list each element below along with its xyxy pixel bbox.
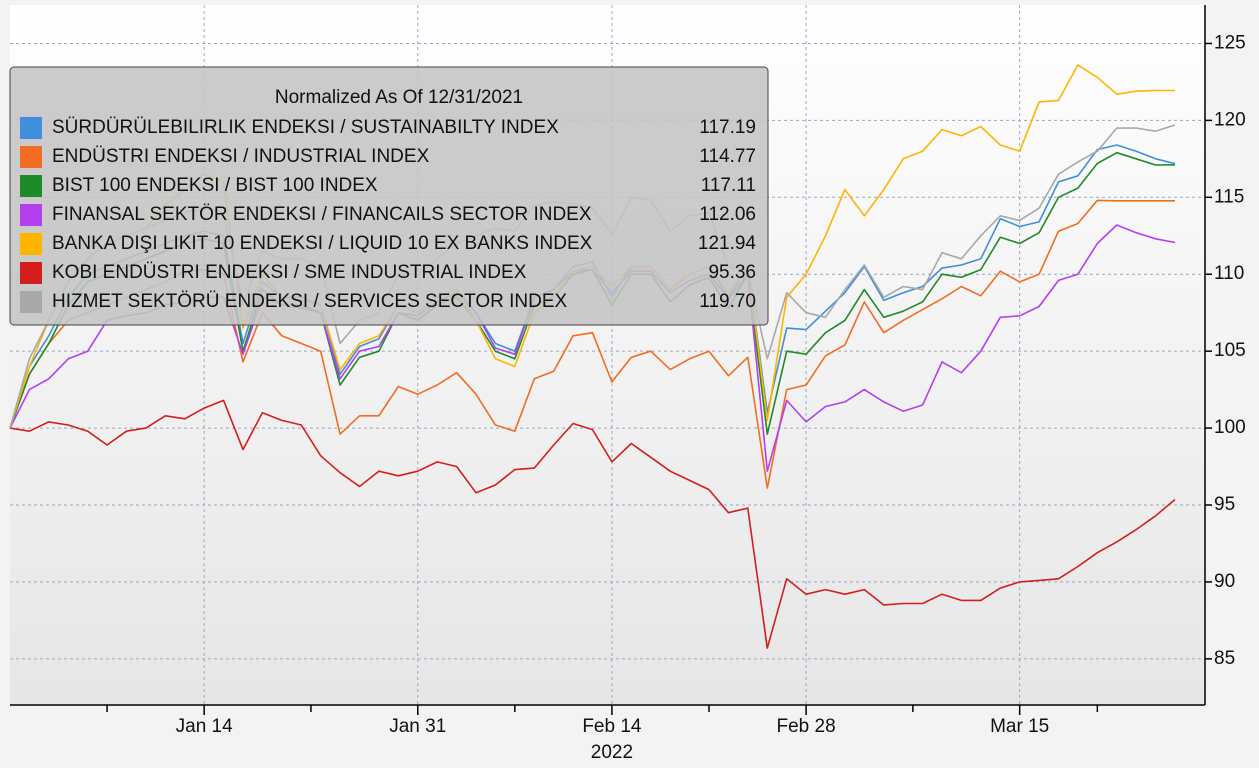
- y-tick-label: 120: [1214, 109, 1246, 130]
- series-line: [9, 399, 1176, 649]
- legend-swatch: [20, 233, 42, 255]
- legend-label: ENDÜSTRI ENDEKSI / INDUSTRIAL INDEX: [52, 146, 430, 167]
- legend-label: FINANSAL SEKTÖR ENDEKSI / FINANCAILS SEC…: [52, 204, 592, 225]
- x-tick-label: Jan 31: [389, 716, 446, 737]
- legend-box: [9, 66, 769, 326]
- legend-value: 121.94: [698, 233, 757, 254]
- x-tick-label: Jan 14: [176, 716, 233, 737]
- x-tick-label: Mar 15: [990, 716, 1049, 737]
- legend-title: Normalized As Of 12/31/2021: [275, 87, 523, 108]
- x-tick-label: Feb 14: [582, 716, 642, 737]
- x-tick-label: Feb 28: [777, 716, 836, 737]
- legend-swatch: [20, 204, 42, 226]
- legend-swatch: [20, 262, 42, 284]
- legend-value: 95.36: [708, 262, 756, 283]
- legend-value: 114.77: [699, 146, 756, 167]
- legend-value: 117.11: [701, 175, 756, 196]
- legend-label: SÜRDÜRÜLEBILIRLIK ENDEKSI / SUSTAINABILT…: [52, 117, 559, 138]
- legend-swatch: [20, 175, 42, 197]
- legend-label: BANKA DIŞI LIKIT 10 ENDEKSI / LIQUID 10 …: [52, 233, 593, 254]
- legend-label: BIST 100 ENDEKSI / BIST 100 INDEX: [52, 175, 378, 196]
- legend-label: HIZMET SEKTÖRÜ ENDEKSI / SERVICES SECTOR…: [52, 291, 568, 312]
- y-tick-label: 100: [1214, 417, 1246, 438]
- legend-swatch: [20, 146, 42, 168]
- legend-value: 117.19: [699, 117, 756, 138]
- y-tick-label: 110: [1214, 263, 1244, 284]
- legend-value: 112.06: [699, 204, 756, 225]
- legend-label: KOBI ENDÜSTRI ENDEKSI / SME INDUSTRIAL I…: [52, 262, 527, 283]
- y-tick-label: 85: [1214, 648, 1235, 669]
- legend-swatch: [20, 291, 42, 313]
- y-tick-label: 115: [1214, 186, 1244, 207]
- y-tick-label: 90: [1214, 571, 1235, 592]
- legend-value: 119.70: [699, 291, 756, 312]
- y-tick-label: 105: [1214, 340, 1246, 361]
- legend-swatch: [20, 117, 42, 139]
- x-axis-label: 2022: [591, 742, 633, 763]
- y-tick-label: 95: [1214, 494, 1235, 515]
- y-tick-label: 125: [1214, 32, 1246, 53]
